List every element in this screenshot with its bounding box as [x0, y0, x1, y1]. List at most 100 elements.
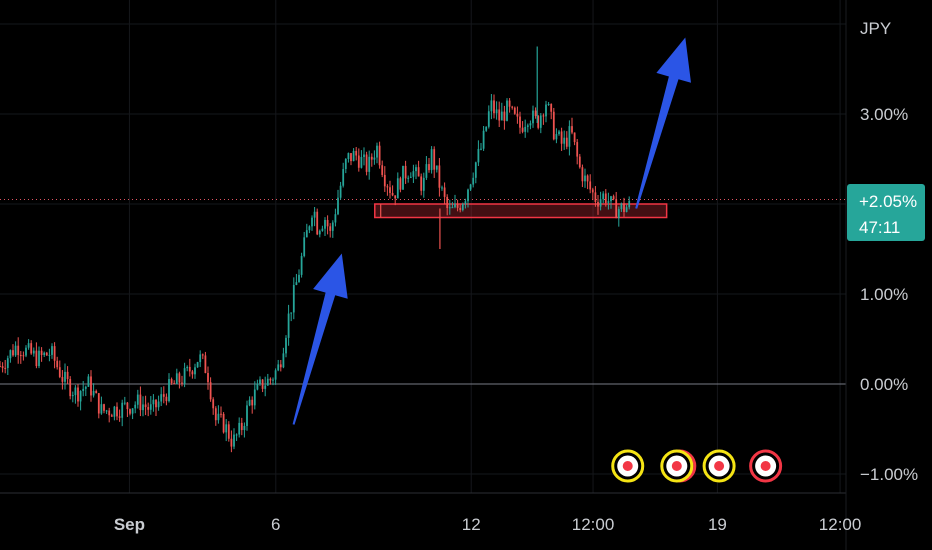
candle-body	[92, 390, 95, 396]
candle-body	[305, 230, 308, 238]
up-arrow-1[interactable]	[292, 253, 348, 425]
candle-body	[87, 376, 90, 387]
candle-body	[500, 111, 503, 121]
candle-body	[552, 111, 555, 140]
candle-body	[360, 156, 363, 168]
candle-body	[467, 189, 469, 202]
candle-body	[82, 388, 85, 392]
candle-body	[482, 130, 485, 149]
candle-body	[303, 237, 306, 257]
candle-body	[576, 142, 579, 157]
candle-body	[521, 127, 524, 132]
candle-body	[365, 154, 368, 172]
candle-body	[571, 126, 573, 133]
candle-body	[233, 434, 235, 447]
candle-body	[620, 203, 623, 210]
event-marker-3[interactable]	[702, 449, 736, 483]
candle-body	[214, 408, 217, 421]
candle-body	[464, 201, 467, 205]
candle-body	[97, 393, 100, 414]
candle-body	[178, 373, 181, 383]
candle-body	[339, 185, 342, 198]
candle-body	[264, 385, 267, 389]
candle-body	[378, 145, 381, 166]
event-marker-2[interactable]	[660, 449, 697, 483]
candle-body	[623, 203, 625, 212]
candle-body	[259, 379, 261, 384]
candle-body	[253, 389, 256, 406]
candle-body	[126, 402, 129, 410]
candle-body	[363, 154, 365, 157]
candle-body	[194, 367, 196, 375]
candle-body	[480, 148, 482, 150]
time-tick-label: 12:00	[572, 515, 615, 534]
current-change-label: +2.05%	[859, 192, 917, 211]
candle-body	[399, 178, 402, 190]
candle-body	[404, 165, 407, 179]
candle-body	[199, 354, 202, 363]
event-marker-4[interactable]	[749, 449, 783, 483]
candle-body	[4, 367, 7, 369]
candle-body	[285, 337, 287, 354]
time-tick-label: 6	[271, 515, 280, 534]
candle-body	[565, 137, 568, 147]
price-tick-label: −1.00%	[860, 465, 918, 484]
candle-body	[217, 413, 220, 421]
candle-body	[186, 366, 189, 369]
candle-body	[383, 174, 386, 187]
candle-body	[204, 355, 207, 373]
candle-body	[22, 355, 25, 357]
candle-body	[12, 350, 14, 356]
up-arrow-2[interactable]	[635, 37, 691, 209]
candle-body	[149, 404, 152, 410]
candle-body	[201, 354, 204, 356]
candle-body	[469, 184, 472, 190]
candle-body	[607, 201, 610, 203]
candle-body	[227, 424, 230, 439]
candle-body	[113, 406, 116, 417]
candle-body	[495, 109, 498, 114]
candle-body	[79, 391, 82, 402]
candle-body	[35, 350, 38, 367]
candle-body	[64, 371, 66, 382]
candle-body	[162, 394, 165, 397]
candle-body	[420, 176, 423, 191]
support-zone-box[interactable]	[374, 203, 668, 219]
candle-body	[612, 196, 615, 200]
candle-body	[628, 200, 631, 208]
candle-body	[415, 167, 417, 172]
candle-body	[558, 131, 560, 135]
candle-body	[545, 104, 547, 117]
candle-body	[43, 352, 46, 356]
candle-body	[448, 207, 451, 209]
grid-lines	[0, 0, 846, 493]
candle-body	[490, 100, 493, 112]
event-marker-1[interactable]	[611, 449, 645, 483]
candle-body	[581, 167, 584, 182]
candle-body	[240, 422, 243, 431]
candle-body	[594, 192, 597, 202]
candle-body	[188, 366, 191, 372]
candle-body	[586, 175, 589, 182]
candle-body	[402, 165, 404, 190]
candle-body	[308, 226, 311, 231]
candle-body	[357, 155, 360, 168]
candle-body	[251, 399, 254, 406]
candle-body	[95, 390, 98, 394]
candle-body	[168, 379, 170, 402]
candle-body	[90, 376, 92, 396]
candle-body	[355, 150, 358, 156]
candle-body	[446, 196, 449, 209]
candle-body	[118, 416, 121, 418]
candle-body	[503, 111, 506, 121]
time-tick-label: 12:00	[819, 515, 862, 534]
candle-body	[474, 162, 477, 178]
candle-body	[287, 313, 290, 338]
event-markers[interactable]	[611, 449, 783, 483]
candle-body	[329, 226, 332, 231]
candle-body	[326, 219, 329, 227]
candle-body	[368, 156, 371, 172]
candle-body	[493, 100, 495, 114]
countdown-label: 47:11	[859, 218, 900, 237]
